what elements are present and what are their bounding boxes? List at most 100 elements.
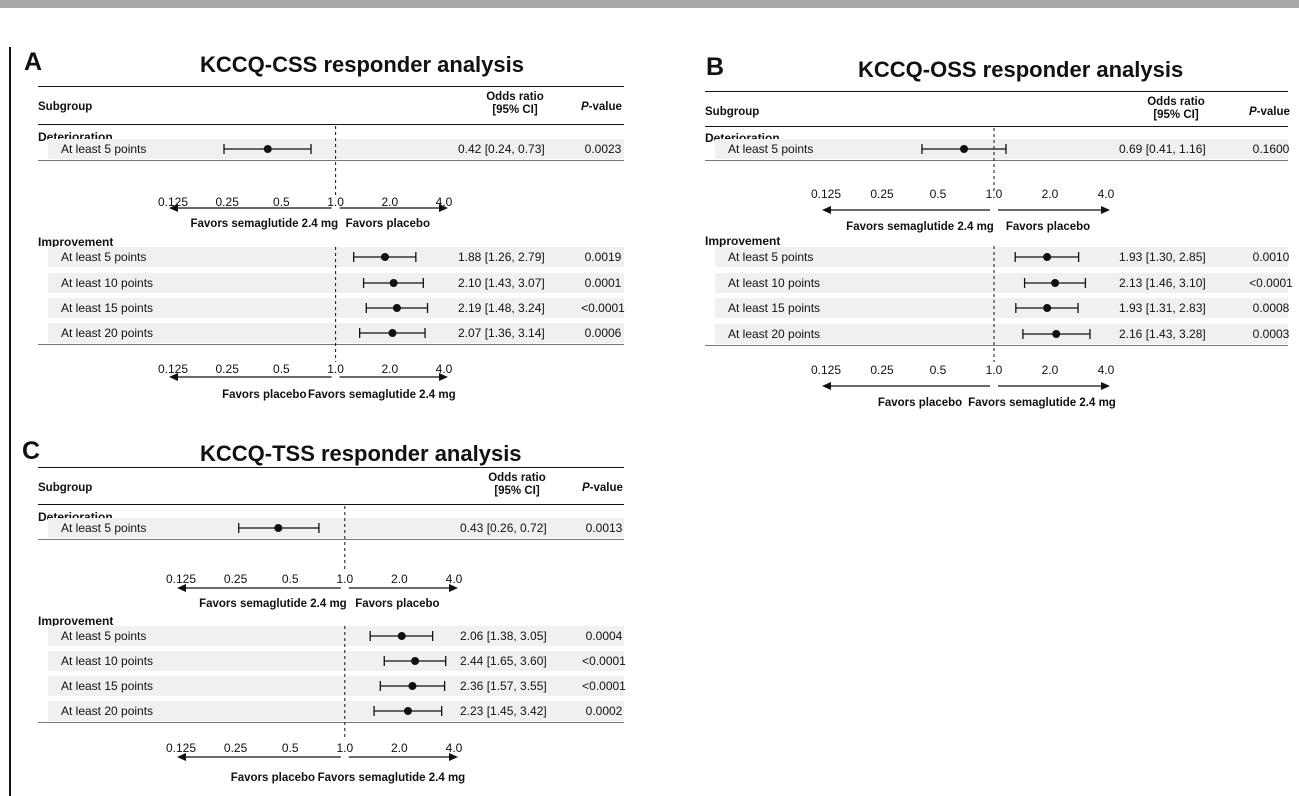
row-pvalue: 0.0019	[584, 250, 622, 264]
row-odds-ratio-ci: 0.42 [0.24, 0.73]	[458, 142, 545, 156]
column-header-odds-ratio: Odds ratio [95% CI]	[472, 472, 562, 498]
row-subgroup-label: At least 10 points	[61, 276, 154, 290]
deterioration-rows-bottom-rule	[38, 160, 624, 161]
x-tick-label: 4.0	[1097, 187, 1115, 201]
row-pvalue: <0.0001	[581, 301, 625, 315]
row-subgroup-label: At least 10 points	[728, 276, 821, 290]
row-pvalue: <0.0001	[582, 679, 626, 693]
row-pvalue: 0.0013	[585, 521, 623, 535]
row-pvalue: 0.0023	[584, 142, 622, 156]
x-tick-label: 0.125	[157, 195, 189, 209]
x-tick-label: 4.0	[1097, 363, 1115, 377]
x-tick-label: 2.0	[1041, 363, 1059, 377]
row-pvalue: 0.0006	[584, 326, 622, 340]
row-subgroup-label: At least 20 points	[728, 327, 821, 341]
x-tick-label: 4.0	[435, 195, 453, 209]
row-odds-ratio-ci: 1.93 [1.31, 2.83]	[1119, 301, 1206, 315]
row-odds-ratio-ci: 2.19 [1.48, 3.24]	[458, 301, 545, 315]
favors-right-label: Favors placebo	[1005, 221, 1091, 233]
row-odds-ratio-ci: 2.06 [1.38, 3.05]	[460, 629, 547, 643]
x-tick-label: 0.25	[223, 572, 248, 586]
x-tick-label: 1.0	[336, 741, 354, 755]
x-tick-label: 2.0	[381, 362, 399, 376]
row-band	[715, 324, 1288, 344]
row-band	[48, 651, 624, 671]
favors-right-label: Favors semaglutide 2.4 mg	[968, 397, 1116, 409]
column-header-subgroup: Subgroup	[38, 101, 93, 113]
row-subgroup-label: At least 20 points	[61, 326, 154, 340]
row-odds-ratio-ci: 2.44 [1.65, 3.60]	[460, 654, 547, 668]
favors-left-label: Favors semaglutide 2.4 mg	[199, 598, 347, 610]
row-band	[715, 247, 1288, 267]
top-rule	[0, 0, 1299, 8]
favors-left-label: Favors placebo	[222, 389, 307, 401]
x-tick-label: 0.25	[870, 187, 894, 201]
x-tick-label: 0.125	[157, 362, 189, 376]
column-header-pvalue: P-value	[1249, 106, 1290, 118]
row-pvalue: 0.0008	[1252, 301, 1290, 315]
row-pvalue: <0.0001	[582, 654, 626, 668]
x-tick-label: 1.0	[336, 572, 354, 586]
row-odds-ratio-ci: 2.16 [1.43, 3.28]	[1119, 327, 1206, 341]
header-top-rule	[38, 86, 624, 88]
favors-left-arrowhead	[822, 382, 831, 390]
pvalue-header-suffix: -value	[1256, 106, 1290, 118]
improvement-rows-bottom-rule	[38, 722, 624, 723]
x-tick-label: 0.5	[929, 363, 947, 377]
pvalue-header-italic: P	[582, 482, 590, 494]
x-tick-label: 1.0	[985, 363, 1003, 377]
row-pvalue: 0.0004	[585, 629, 623, 643]
x-tick-label: 0.125	[165, 572, 197, 586]
panel-title: KCCQ-TSS responder analysis	[200, 441, 522, 466]
row-band	[715, 298, 1288, 318]
row-pvalue: <0.0001	[1249, 276, 1293, 290]
favors-right-label: Favors semaglutide 2.4 mg	[307, 389, 456, 401]
row-subgroup-label: At least 15 points	[61, 679, 154, 693]
pvalue-header-italic: P	[581, 101, 589, 113]
favors-right-label: Favors placebo	[345, 218, 430, 230]
x-tick-label: 2.0	[381, 195, 399, 209]
x-tick-label: 0.5	[929, 187, 947, 201]
row-band	[715, 273, 1288, 293]
pvalue-header-italic: P	[1249, 106, 1257, 118]
header-bottom-rule	[38, 124, 624, 126]
row-band	[48, 701, 624, 721]
x-tick-label: 2.0	[391, 741, 408, 755]
x-tick-label: 0.125	[165, 741, 197, 755]
deterioration-rows-bottom-rule	[38, 539, 624, 540]
row-pvalue: 0.0003	[1252, 327, 1290, 341]
improvement-section-label: Improvement	[38, 614, 114, 628]
header-bottom-rule	[705, 126, 1288, 128]
favors-left-label: Favors semaglutide 2.4 mg	[846, 221, 994, 233]
deterioration-rows-bottom-rule	[705, 160, 1288, 161]
pvalue-header-suffix: -value	[588, 101, 622, 113]
panel-letter: C	[22, 437, 41, 465]
column-header-odds-ratio: Odds ratio [95% CI]	[470, 91, 560, 117]
row-pvalue: 0.0010	[1252, 250, 1290, 264]
row-subgroup-label: At least 5 points	[61, 521, 147, 535]
left-rule	[9, 47, 11, 796]
improvement-section-label: Improvement	[38, 235, 114, 249]
row-subgroup-label: At least 5 points	[61, 629, 147, 643]
x-tick-label: 2.0	[391, 572, 408, 586]
row-subgroup-label: At least 5 points	[61, 142, 147, 156]
x-tick-label: 0.5	[273, 362, 290, 376]
odds-ratio-header-line2: [95% CI]	[494, 485, 540, 497]
panel-title: KCCQ-OSS responder analysis	[858, 57, 1184, 82]
odds-ratio-header-line2: [95% CI]	[1153, 109, 1199, 121]
row-subgroup-label: At least 15 points	[728, 301, 821, 315]
pvalue-header-suffix: -value	[589, 482, 623, 494]
x-tick-label: 0.25	[223, 741, 248, 755]
x-tick-label: 0.25	[870, 363, 894, 377]
column-header-pvalue: P-value	[581, 101, 622, 113]
row-odds-ratio-ci: 0.43 [0.26, 0.72]	[460, 521, 547, 535]
header-top-rule	[705, 91, 1288, 93]
column-header-subgroup: Subgroup	[38, 482, 93, 494]
row-odds-ratio-ci: 2.10 [1.43, 3.07]	[458, 276, 545, 290]
favors-right-label: Favors placebo	[355, 598, 440, 610]
row-subgroup-label: At least 20 points	[61, 704, 154, 718]
x-tick-label: 4.0	[435, 362, 453, 376]
favors-right-label: Favors semaglutide 2.4 mg	[317, 772, 466, 784]
row-odds-ratio-ci: 0.69 [0.41, 1.16]	[1119, 142, 1206, 156]
x-tick-label: 4.0	[445, 741, 463, 755]
